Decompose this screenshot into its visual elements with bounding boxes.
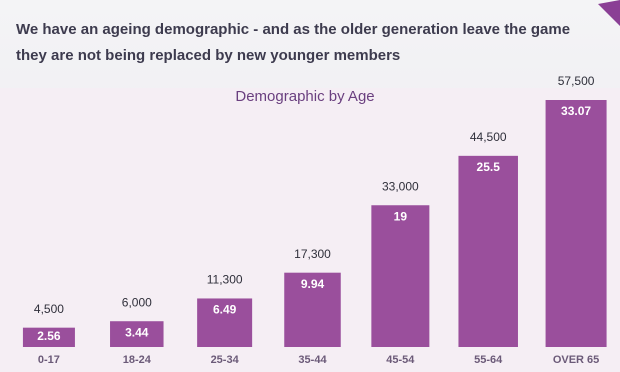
bar: [458, 155, 518, 347]
bar: [545, 100, 607, 347]
chart-title: Demographic by Age: [235, 88, 374, 105]
percent-label: 19: [394, 209, 408, 223]
x-tick-label: 25-34: [211, 354, 240, 366]
value-label: 11,300: [207, 273, 243, 287]
value-label: 4,500: [34, 302, 64, 316]
bar: [371, 205, 430, 347]
x-tick-label: 35-44: [298, 354, 327, 366]
value-label: 6,000: [122, 295, 152, 309]
bar: [22, 327, 75, 347]
percent-label: 33.07: [561, 104, 591, 118]
x-tick-label: OVER 65: [553, 354, 599, 366]
x-tick-label: 0-17: [38, 354, 60, 366]
heading-line: We have an ageing demographic - and as t…: [16, 21, 570, 38]
percent-label: 2.56: [37, 329, 61, 343]
percent-label: 3.44: [125, 325, 149, 339]
bar: [197, 298, 253, 347]
bar: [110, 321, 164, 347]
percent-label: 9.94: [301, 277, 325, 291]
bar: [284, 272, 341, 347]
value-label: 33,000: [382, 179, 419, 193]
logo: [598, 0, 620, 26]
percent-label: 25.5: [477, 160, 501, 174]
percent-label: 6.49: [213, 303, 237, 317]
value-label: 44,500: [470, 130, 507, 144]
x-tick-label: 45-54: [386, 354, 415, 366]
x-tick-label: 18-24: [123, 354, 152, 366]
value-label: 17,300: [294, 247, 331, 261]
heading-line: they are not being replaced by new young…: [16, 47, 400, 64]
x-tick-label: 55-64: [474, 354, 503, 366]
value-label: 57,500: [558, 74, 595, 88]
